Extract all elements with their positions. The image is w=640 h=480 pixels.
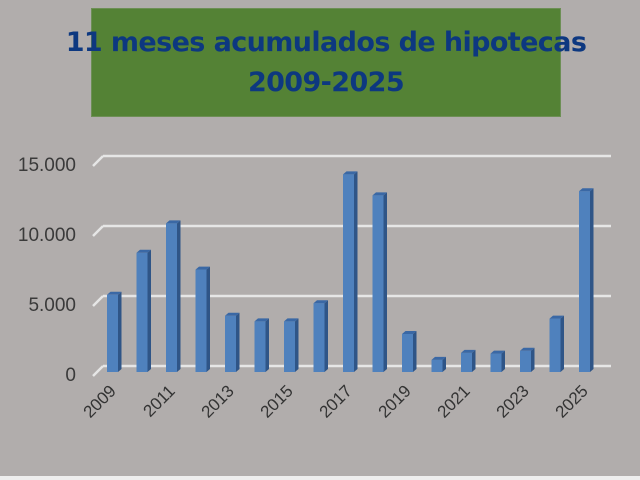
bar-2025 bbox=[579, 188, 594, 372]
bar-2012 bbox=[195, 266, 210, 372]
x-tick-label: 2011 bbox=[140, 381, 179, 420]
bar-2014 bbox=[254, 318, 269, 372]
x-axis-labels: 2009 2011 2013 2015 2017 2019 2021 2023 2025 bbox=[80, 381, 592, 421]
bar-2021 bbox=[461, 349, 476, 372]
x-tick-label: 2025 bbox=[552, 381, 592, 421]
y-tick-label: 5.000 bbox=[28, 295, 76, 316]
gridline-depth bbox=[92, 365, 104, 377]
y-axis-labels: 0 5.000 10.000 15.000 bbox=[18, 155, 76, 386]
bars bbox=[107, 171, 594, 372]
x-tick-label: 2023 bbox=[493, 381, 533, 421]
bar-2016 bbox=[313, 300, 328, 372]
x-tick-label: 2019 bbox=[375, 381, 415, 421]
bar-2023 bbox=[520, 347, 535, 372]
bar-2020 bbox=[431, 356, 446, 372]
x-tick-label: 2017 bbox=[316, 381, 356, 421]
chart-title-line-1: 11 meses acumulados de hipotecas bbox=[65, 26, 587, 58]
x-tick-label: 2009 bbox=[80, 381, 120, 421]
x-tick-label: 2021 bbox=[434, 381, 474, 421]
chart-title-box: 11 meses acumulados de hipotecas 2009-20… bbox=[66, 8, 587, 117]
x-tick-label: 2013 bbox=[198, 381, 238, 421]
x-tick-label: 2015 bbox=[257, 381, 297, 421]
bar-2010 bbox=[136, 249, 151, 372]
chart-title-line-2: 2009-2025 bbox=[247, 66, 405, 98]
gridline-depth bbox=[92, 295, 104, 307]
bar-2019 bbox=[402, 331, 417, 372]
bar-2022 bbox=[490, 350, 505, 372]
bar-2009 bbox=[107, 291, 122, 372]
y-tick-label: 15.000 bbox=[18, 155, 76, 176]
y-tick-label: 0 bbox=[65, 365, 76, 386]
bar-2017 bbox=[343, 171, 358, 372]
bar-2011 bbox=[166, 220, 181, 372]
gridline-depth bbox=[92, 225, 104, 237]
bar-2018 bbox=[372, 192, 387, 372]
gridline-depth bbox=[92, 155, 104, 167]
bar-2013 bbox=[225, 312, 240, 372]
bar-2015 bbox=[284, 318, 299, 372]
bar-2024 bbox=[549, 315, 564, 372]
y-tick-label: 10.000 bbox=[18, 225, 76, 246]
bottom-edge bbox=[0, 476, 640, 480]
